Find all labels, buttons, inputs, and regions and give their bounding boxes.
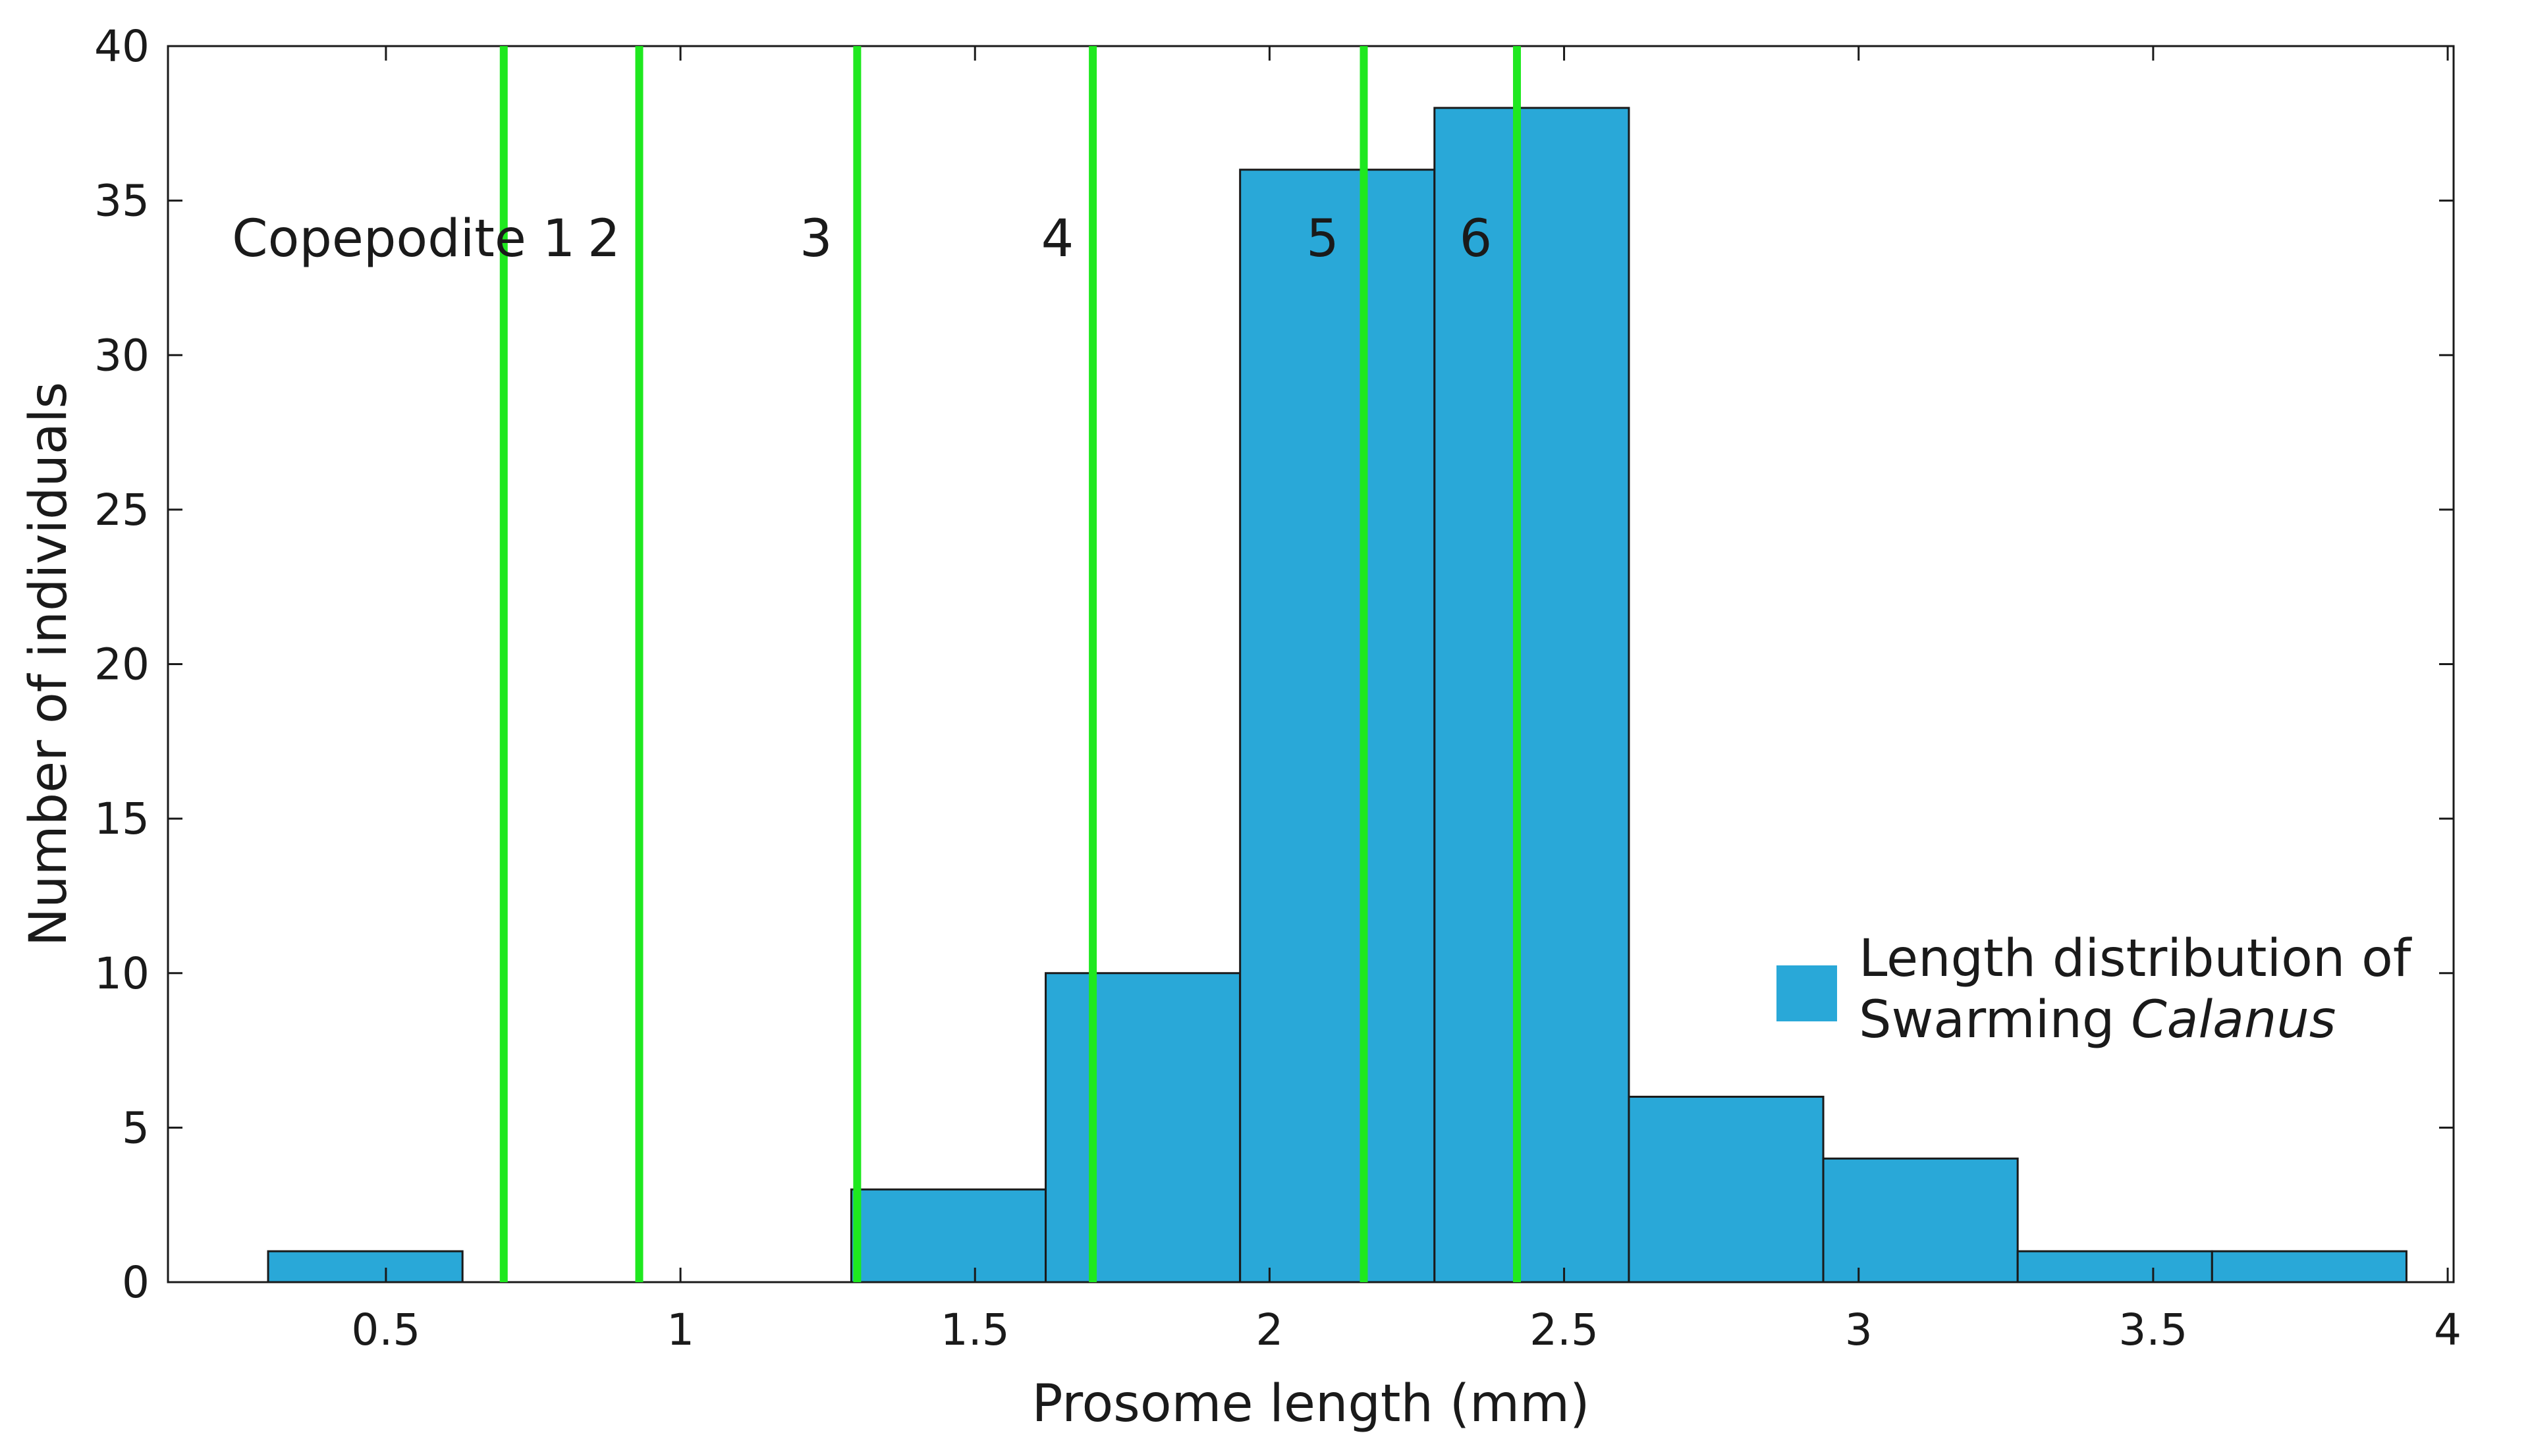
x-tick-label: 2.5 [1529,1305,1599,1355]
x-tick-label: 1 [667,1305,694,1355]
bars-layer [267,107,2407,1283]
histogram-bar [1433,107,1630,1283]
stage-label: 3 [800,209,833,269]
histogram-bar [1628,1095,1825,1283]
y-tick-label: 10 [94,948,150,999]
histogram-bar [1045,972,1242,1283]
y-tick-label: 40 [94,21,150,72]
y-tick-label: 20 [94,639,150,690]
x-tick-label: 3.5 [2118,1305,2187,1355]
stage-label: 4 [1041,209,1074,269]
y-tick-label: 5 [122,1102,150,1153]
legend-text-line1: Length distribution of [1859,929,2412,988]
histogram-bar [2016,1250,2213,1283]
y-tick-label: 35 [94,176,150,227]
legend-text-line2: Swarming Calanus [1859,990,2336,1050]
y-tick-label: 0 [122,1257,150,1308]
x-axis-label: Prosome length (mm) [1031,1374,1589,1434]
stage-label: Copepodite 1 [232,209,575,269]
x-tick-label: 3 [1845,1305,1873,1355]
stage-label: 6 [1460,209,1493,269]
stage-lines-layer [499,46,1522,1282]
y-tick-label: 30 [94,330,150,381]
stage-label: 5 [1306,209,1339,269]
y-axis-label: Number of individuals [19,382,78,946]
histogram-bar [850,1188,1047,1283]
x-tick-label: 0.5 [351,1305,420,1355]
legend: Length distribution of Swarming Calanus [1776,929,2412,1050]
y-tick-label: 15 [94,794,150,844]
stage-label: 2 [588,209,620,269]
histogram-bar [2211,1250,2407,1283]
x-tick-label: 4 [2434,1305,2461,1355]
x-tick-label: 1.5 [941,1305,1010,1355]
histogram-bar [267,1250,464,1283]
histogram-bar [1822,1157,2019,1283]
legend-text-italic: Calanus [2131,990,2336,1050]
legend-text-prefix: Swarming [1859,990,2131,1050]
y-tick-label: 25 [94,485,150,535]
x-tick-label: 2 [1255,1305,1283,1355]
legend-swatch [1776,965,1837,1021]
histogram-bar [1239,169,1436,1283]
